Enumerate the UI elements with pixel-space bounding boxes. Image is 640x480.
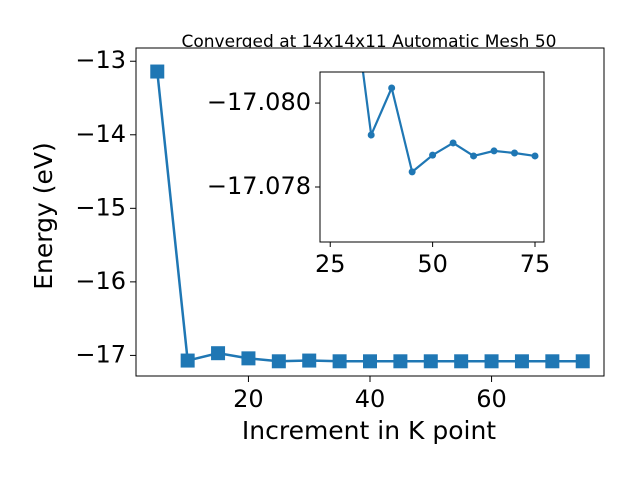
x-tick-label: 75	[520, 250, 551, 278]
marker	[429, 151, 437, 159]
x-tick-label: 25	[315, 250, 346, 278]
marker	[150, 64, 165, 79]
axes-frame	[319, 71, 545, 243]
marker	[514, 354, 529, 369]
marker	[302, 353, 317, 368]
marker	[484, 354, 499, 369]
y-tick-label: −17	[75, 340, 126, 368]
marker	[363, 354, 377, 369]
marker	[408, 168, 416, 176]
y-tick-label: −17.078	[207, 172, 311, 200]
marker	[575, 354, 590, 369]
y-tick-label: −14	[75, 120, 126, 148]
y-axis-label: Energy (eV)	[29, 142, 58, 289]
axes-frame	[135, 47, 605, 377]
x-tick-label: 50	[417, 250, 448, 278]
marker	[367, 131, 375, 139]
marker	[449, 139, 457, 147]
marker	[545, 354, 560, 369]
marker	[470, 152, 478, 160]
marker	[393, 354, 408, 369]
marker	[211, 346, 226, 361]
marker	[180, 353, 195, 368]
y-tick-label: −17.080	[207, 88, 311, 116]
y-tick-label: −15	[75, 193, 126, 221]
marker	[490, 147, 498, 155]
marker	[454, 354, 469, 369]
marker	[423, 354, 438, 369]
x-tick-label: 20	[233, 385, 264, 413]
series-line	[361, 72, 536, 174]
marker	[531, 152, 539, 160]
y-tick-label: −13	[75, 46, 126, 74]
marker	[388, 84, 396, 92]
x-tick-label: 40	[355, 385, 386, 413]
y-tick-label: −16	[75, 267, 126, 295]
marker	[271, 354, 286, 369]
x-axis-label: Increment in K point	[242, 416, 496, 445]
plot-series	[361, 72, 539, 176]
x-tick-label: 60	[476, 385, 507, 413]
marker	[332, 354, 347, 369]
marker	[241, 351, 256, 366]
plot-series	[150, 64, 590, 369]
marker	[511, 149, 519, 157]
chart-title: Converged at 14x14x11 Automatic Mesh 50	[182, 32, 557, 52]
